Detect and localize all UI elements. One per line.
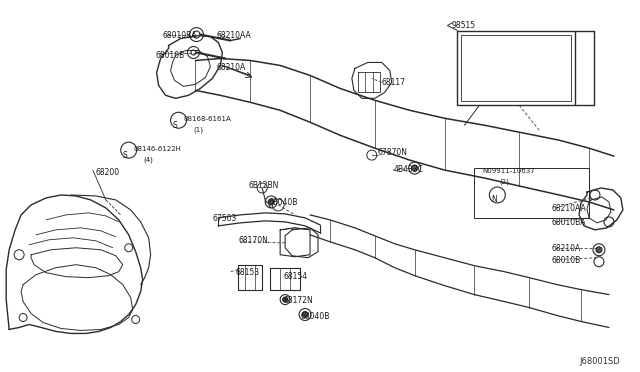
- Text: (4): (4): [143, 156, 154, 163]
- Text: 68117: 68117: [382, 78, 406, 87]
- Text: 68210A: 68210A: [551, 244, 580, 253]
- Text: 6B12BN: 6B12BN: [248, 181, 278, 190]
- Text: 68154: 68154: [283, 272, 307, 281]
- Text: 4B433C: 4B433C: [394, 165, 424, 174]
- Text: 67503: 67503: [212, 214, 237, 223]
- Text: 68172N: 68172N: [283, 296, 313, 305]
- Text: 68010BA: 68010BA: [163, 31, 197, 39]
- Text: (2): (2): [499, 178, 509, 185]
- Text: 68210AA: 68210AA: [551, 204, 586, 213]
- Text: 68010B: 68010B: [551, 256, 580, 265]
- Text: 98515: 98515: [451, 20, 476, 30]
- Bar: [474, 168, 589, 218]
- Text: 68170N: 68170N: [238, 236, 268, 245]
- Circle shape: [596, 247, 602, 253]
- Text: 67870N: 67870N: [378, 148, 408, 157]
- Text: 68200: 68200: [96, 168, 120, 177]
- Circle shape: [283, 297, 287, 302]
- Text: S: S: [122, 151, 127, 160]
- Text: 68210A: 68210A: [216, 64, 246, 73]
- Bar: [461, 35, 571, 101]
- Text: (1): (1): [193, 126, 204, 133]
- Text: 68010B: 68010B: [156, 51, 185, 60]
- Circle shape: [412, 165, 418, 171]
- Text: 68153: 68153: [236, 268, 259, 277]
- Text: 68210AA: 68210AA: [216, 31, 251, 39]
- Circle shape: [268, 199, 274, 205]
- Text: S: S: [172, 121, 177, 130]
- Text: 68040B: 68040B: [300, 311, 330, 321]
- Text: 68040B: 68040B: [268, 198, 298, 207]
- Circle shape: [302, 311, 308, 318]
- Text: N: N: [492, 195, 497, 205]
- Bar: [458, 31, 575, 105]
- Text: 08168-6161A: 08168-6161A: [184, 116, 231, 122]
- Text: 08146-6122H: 08146-6122H: [134, 146, 182, 152]
- Text: J68001SD: J68001SD: [579, 357, 620, 366]
- Text: N09911-10637: N09911-10637: [483, 168, 535, 174]
- Text: 68010BA: 68010BA: [551, 218, 586, 227]
